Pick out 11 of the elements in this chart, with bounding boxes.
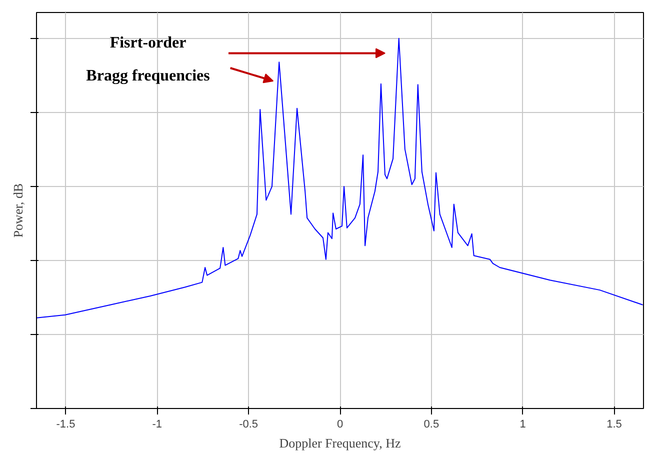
x-tick-label: 1.5 [606,418,622,430]
x-tick-label: -1 [152,418,162,430]
x-tick-label: 0 [336,418,344,430]
x-tick-label: 1 [520,418,526,430]
x-tick-label: -1.5 [56,418,76,430]
annotation: Fisrt-order [110,34,186,52]
y-axis-title: Power, dB [10,182,26,238]
annotation: Bragg frequencies [86,67,210,84]
x-axis-title: Doppler Frequency, Hz [279,436,401,450]
x-tick-label: 0.5 [424,418,440,430]
x-tick-label: -0.5 [239,418,258,430]
